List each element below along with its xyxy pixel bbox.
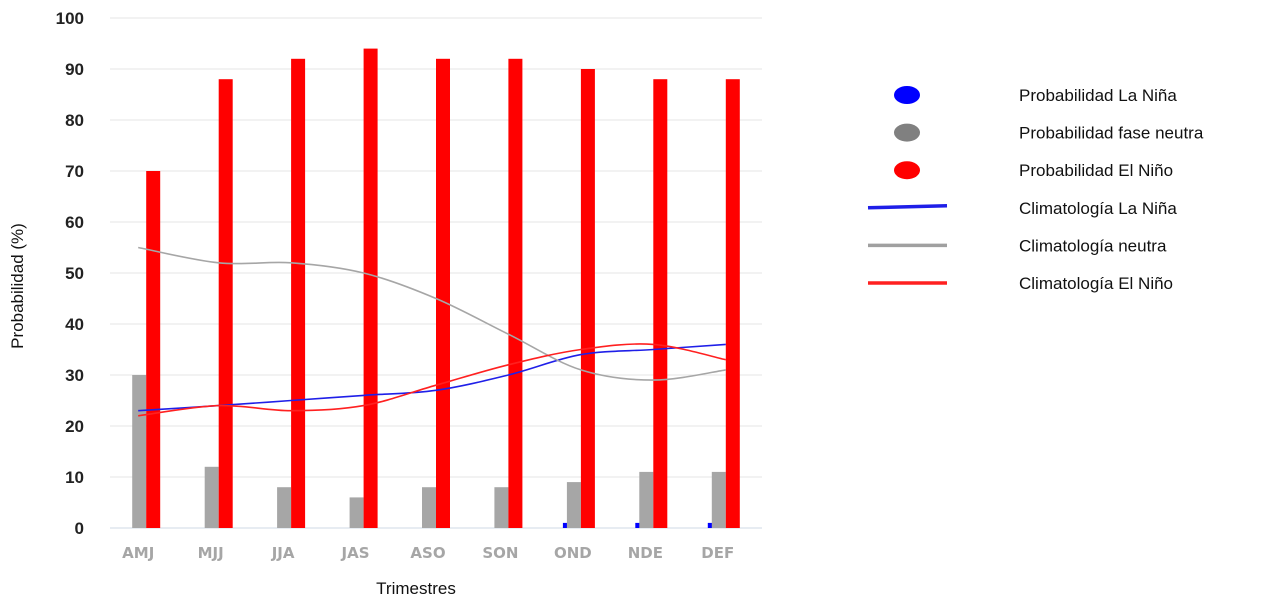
bar-probabilidad-el-nino [508,58,523,529]
bar-probabilidad-el-nino [363,48,378,528]
x-tick-label: JAS [341,544,370,562]
x-tick-label: SON [482,544,518,562]
x-tick-label: OND [554,544,592,562]
legend: Probabilidad La Niña Probabilidad fase ne… [867,86,1204,293]
x-axis-title: Trimestres [376,579,456,598]
y-tick-label: 70 [65,162,84,181]
x-tick-label: DEF [701,544,734,562]
y-tick-label: 30 [65,366,84,385]
legend-label: Probabilidad fase neutra [1019,124,1204,143]
legend-marker [894,123,920,142]
bar-probabilidad-fase-neutra [711,471,726,528]
y-axis-ticks: 0 10 20 30 40 50 60 70 80 90 100 [56,9,84,538]
y-tick-label: 50 [65,264,84,283]
y-tick-label: 100 [56,9,84,28]
legend-label: Probabilidad La Niña [1019,86,1177,105]
legend-line [867,204,948,210]
y-axis-title: Probabilidad (%) [8,223,27,349]
bar-probabilidad-fase-neutra [132,375,147,528]
y-tick-label: 0 [75,519,84,538]
bar-probabilidad-el-nino [580,69,595,528]
bar-probabilidad-fase-neutra [422,487,436,528]
bar-probabilidad-el-nino [218,79,233,528]
bars [132,48,740,529]
line-climatologia-neutra [138,246,726,381]
bar-probabilidad-fase-neutra [639,471,654,528]
x-tick-label: ASO [410,544,445,562]
bar-probabilidad-el-nino [436,58,450,529]
y-tick-label: 10 [65,468,84,487]
y-tick-label: 90 [65,60,84,79]
y-tick-label: 60 [65,213,84,232]
bar-probabilidad-el-nino [653,79,668,528]
legend-marker [894,86,920,104]
bar-probabilidad-el-nino [725,79,740,528]
y-tick-label: 20 [65,417,84,436]
line-climatologia-la-nina [138,343,726,412]
bar-probabilidad-fase-neutra [277,487,292,528]
x-tick-label: MJJ [198,544,224,562]
x-axis-ticks: AMJ MJJ JJA JAS ASO SON OND NDE DEF [122,544,734,562]
legend-label: Climatología La Niña [1019,199,1177,218]
climatology-lines [138,246,726,417]
x-tick-label: AMJ [122,544,154,562]
bar-probabilidad-el-nino [291,58,306,529]
legend-marker [894,161,920,180]
y-tick-label: 80 [65,111,84,130]
bar-probabilidad-fase-neutra [204,466,219,528]
bar-probabilidad-fase-neutra [566,482,581,528]
x-tick-label: JJA [271,544,295,562]
bar-probabilidad-fase-neutra [494,487,509,528]
bar-probabilidad-fase-neutra [349,497,364,528]
legend-label: Probabilidad El Niño [1019,161,1173,180]
x-tick-label: NDE [628,544,663,562]
legend-label: Climatología neutra [1019,236,1167,255]
bar-probabilidad-el-nino [146,171,161,528]
legend-label: Climatología El Niño [1019,274,1173,293]
line-climatologia-el-nino [138,343,726,417]
y-tick-label: 40 [65,315,84,334]
